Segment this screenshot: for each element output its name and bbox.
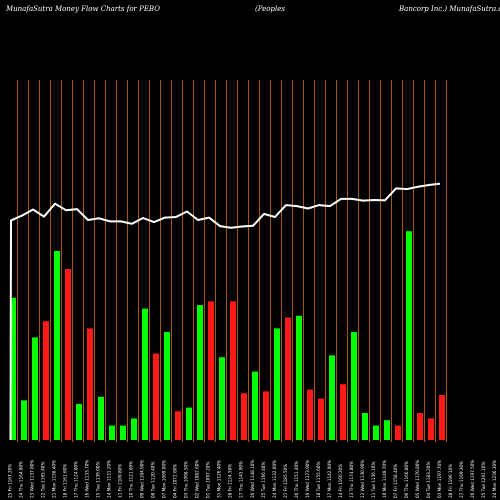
money-flow-bar	[208, 301, 214, 440]
money-flow-bar	[120, 425, 126, 440]
money-flow-bar	[109, 425, 115, 440]
money-flow-bar	[65, 269, 71, 440]
x-tick-label: 04 Fri 1072.60%	[173, 464, 178, 498]
x-tick-label: 24 Mon 1236.30%	[492, 460, 497, 498]
x-tick-label: 07 Mon 1099.90%	[162, 460, 167, 498]
x-tick-label: 27 Thu 1145.90%	[239, 461, 244, 498]
x-tick-label: 24 Thu 1164.80%	[19, 461, 24, 498]
x-tick-label: 10 Mon 1149.70%	[382, 460, 387, 498]
money-flow-bar	[439, 395, 445, 440]
x-tick-label: 04 Tue 1183.20%	[426, 462, 431, 498]
money-flow-bar	[43, 321, 49, 440]
x-tick-label: 16 Wed 1133.70%	[85, 460, 90, 498]
x-tick-label: 27 Thu 1169.30%	[459, 461, 464, 498]
money-flow-bar	[21, 400, 27, 440]
x-tick-label: 18 Fri 1161.60%	[63, 464, 68, 498]
money-flow-bar	[384, 420, 390, 440]
x-tick-label: 18 Tue 1155.60%	[316, 462, 321, 498]
money-flow-bar	[263, 391, 269, 440]
money-flow-bar	[131, 418, 137, 440]
x-tick-label: 12 Wed 1130.90%	[360, 460, 365, 498]
x-tick-label: 11 Tue 1136.10%	[371, 462, 376, 498]
x-tick-label: 25 Fri 1167.20%	[8, 464, 13, 498]
x-tick-label: 10 Thu 1121.00%	[129, 461, 134, 498]
money-flow-bar	[395, 425, 401, 440]
x-tick-label: 06 Thu 1160.80%	[404, 461, 409, 498]
money-flow-bar	[87, 328, 93, 440]
money-flow-bar	[175, 411, 181, 440]
x-tick-label: 23 Wed 1137.80%	[30, 460, 35, 498]
money-flow-bar	[329, 355, 335, 440]
money-flow-bar	[76, 404, 82, 440]
money-flow-bar	[373, 425, 379, 440]
money-flow-bar	[230, 301, 236, 440]
x-tick-label: 13 Thu 1174.80%	[349, 461, 354, 498]
x-tick-label: 14 Fri 1160.20%	[338, 464, 343, 498]
x-tick-label: 28 Fri 1196.10%	[448, 464, 453, 498]
x-tick-label: 25 Tue 1166.40%	[261, 462, 266, 498]
x-tick-label: 01 Tue 1097.20%	[206, 462, 211, 498]
money-flow-bar	[10, 297, 16, 440]
x-tick-label: 07 Fri 1158.40%	[393, 464, 398, 498]
x-tick-label: 31 Mon 1126.40%	[217, 460, 222, 498]
x-tick-label: 20 Thu 1151.40%	[294, 461, 299, 498]
x-tick-label: 17 Thu 1124.80%	[74, 461, 79, 498]
x-tick-label: 26 Wed 1197.50%	[470, 460, 475, 498]
x-tick-label: 03 Thu 1098.50%	[184, 461, 189, 498]
money-flow-bar	[307, 389, 313, 440]
money-flow-bar	[428, 418, 434, 440]
money-flow-bar	[362, 413, 368, 440]
chart-title-right: Bancorp Inc.) MunafaSutra.com	[398, 5, 500, 13]
x-tick-label: 05 Wed 1170.80%	[415, 460, 420, 498]
money-flow-bar	[340, 384, 346, 440]
money-flow-bar	[252, 371, 258, 440]
money-flow-bar	[98, 396, 104, 440]
money-flow-bar	[406, 231, 412, 440]
money-flow-bar	[417, 413, 423, 440]
money-flow-bar	[164, 332, 170, 440]
x-tick-label: 22 Tue 1165.40%	[41, 462, 46, 498]
x-tick-label: 19 Wed 1173.90%	[305, 460, 310, 498]
chart-title-mid: (Peoples	[255, 5, 285, 13]
gridlines	[17, 80, 447, 442]
x-tick-label: 03 Mon 1197.70%	[437, 460, 442, 498]
money-flow-bar	[54, 251, 60, 440]
x-tick-label: 25 Tue 1201.10%	[481, 462, 486, 498]
x-tick-label: 17 Mon 1142.90%	[327, 460, 332, 498]
money-flow-bar	[197, 305, 203, 440]
x-tick-label: 15 Tue 1139.00%	[96, 462, 101, 498]
money-flow-bar	[142, 308, 148, 440]
chart-title-left: MunafaSutra Money Flow Charts for PEBO	[5, 5, 160, 13]
line-series	[9, 182, 441, 441]
x-tick-label: 14 Mon 1131.20%	[107, 460, 112, 498]
x-tick-label: 28 Fri 1124.50%	[228, 464, 233, 498]
x-tick-labels: 25 Fri 1167.20% 24 Thu 1164.80% 23 Wed 113…	[8, 460, 498, 498]
x-tick-label: 21 Mon 1158.40%	[52, 460, 57, 498]
x-tick-label: 09 Wed 1104.90%	[140, 460, 145, 498]
money-flow-bar	[285, 317, 291, 440]
money-flow-bar	[296, 315, 302, 440]
bar-series	[10, 231, 445, 440]
x-tick-label: 11 Fri 1109.80%	[118, 464, 123, 498]
money-flow-bar	[153, 353, 159, 440]
money-flow-bar	[241, 393, 247, 440]
money-flow-bar	[351, 332, 357, 440]
money-flow-bar	[186, 407, 192, 440]
money-flow-bar	[274, 328, 280, 440]
x-tick-label: 24 Mon 1132.00%	[272, 460, 277, 498]
x-tick-label: 02 Wed 1082.60%	[195, 460, 200, 498]
money-flow-bar	[318, 398, 324, 440]
x-tick-label: 08 Tue 1120.40%	[151, 462, 156, 498]
x-tick-label: 21 Fri 1185.50%	[283, 464, 288, 498]
money-flow-bar	[32, 337, 38, 440]
x-tick-label: 26 Wed 1148.10%	[250, 460, 255, 498]
price-line	[9, 182, 441, 441]
money-flow-bar	[219, 357, 225, 440]
